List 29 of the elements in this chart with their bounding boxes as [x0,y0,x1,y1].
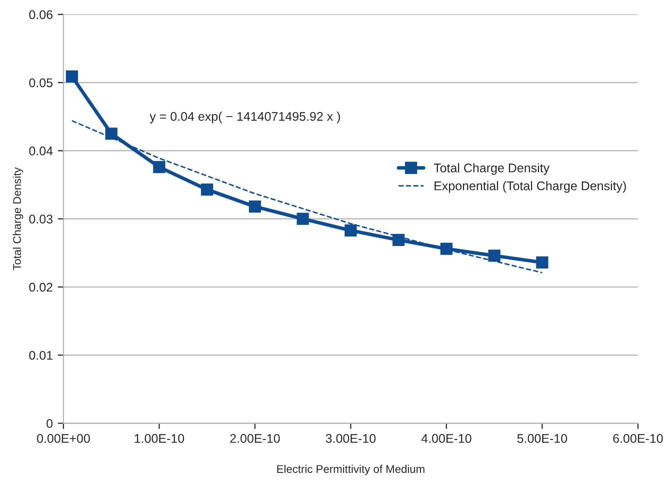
point [536,256,548,269]
point [392,234,405,246]
point [248,200,262,213]
y-tick-label: 0.03 [29,214,52,224]
x-tick-label: 3.00E-10 [326,434,376,443]
x-tick-label: 5.00E-10 [517,434,568,443]
point [296,212,309,225]
y-tick-label: 0.01 [29,350,52,360]
x-tick-label: 4.00E-10 [421,434,472,443]
y-tick-label: 0 [46,419,53,428]
x-axis-title: Electric Permittivity of Medium [277,464,424,476]
legend-label: Total Charge Density [434,163,550,175]
point [66,70,78,83]
x-tick-label: 1.00E-10 [134,434,184,443]
point [105,128,118,140]
x-tick-label: 6.00E-10 [613,434,663,443]
y-tick-label: 0.04 [29,146,53,156]
x-tick-label: 0.00E+00 [37,434,90,443]
legend-label: Exponential (Total Charge Density) [434,181,626,193]
y-tick-label: 0.06 [29,10,52,20]
y-tick-label: 0.02 [29,282,52,292]
x-tick-label: 2.00E-10 [230,434,280,443]
point [201,183,214,196]
y-tick-label: 0.05 [29,78,53,88]
annotation: y = 0.04 exp( − 1414071495.92 x ) [150,112,340,124]
point [488,250,500,262]
y-axis-title: Total Charge Density [12,167,24,270]
point [153,160,166,174]
point [344,224,357,237]
